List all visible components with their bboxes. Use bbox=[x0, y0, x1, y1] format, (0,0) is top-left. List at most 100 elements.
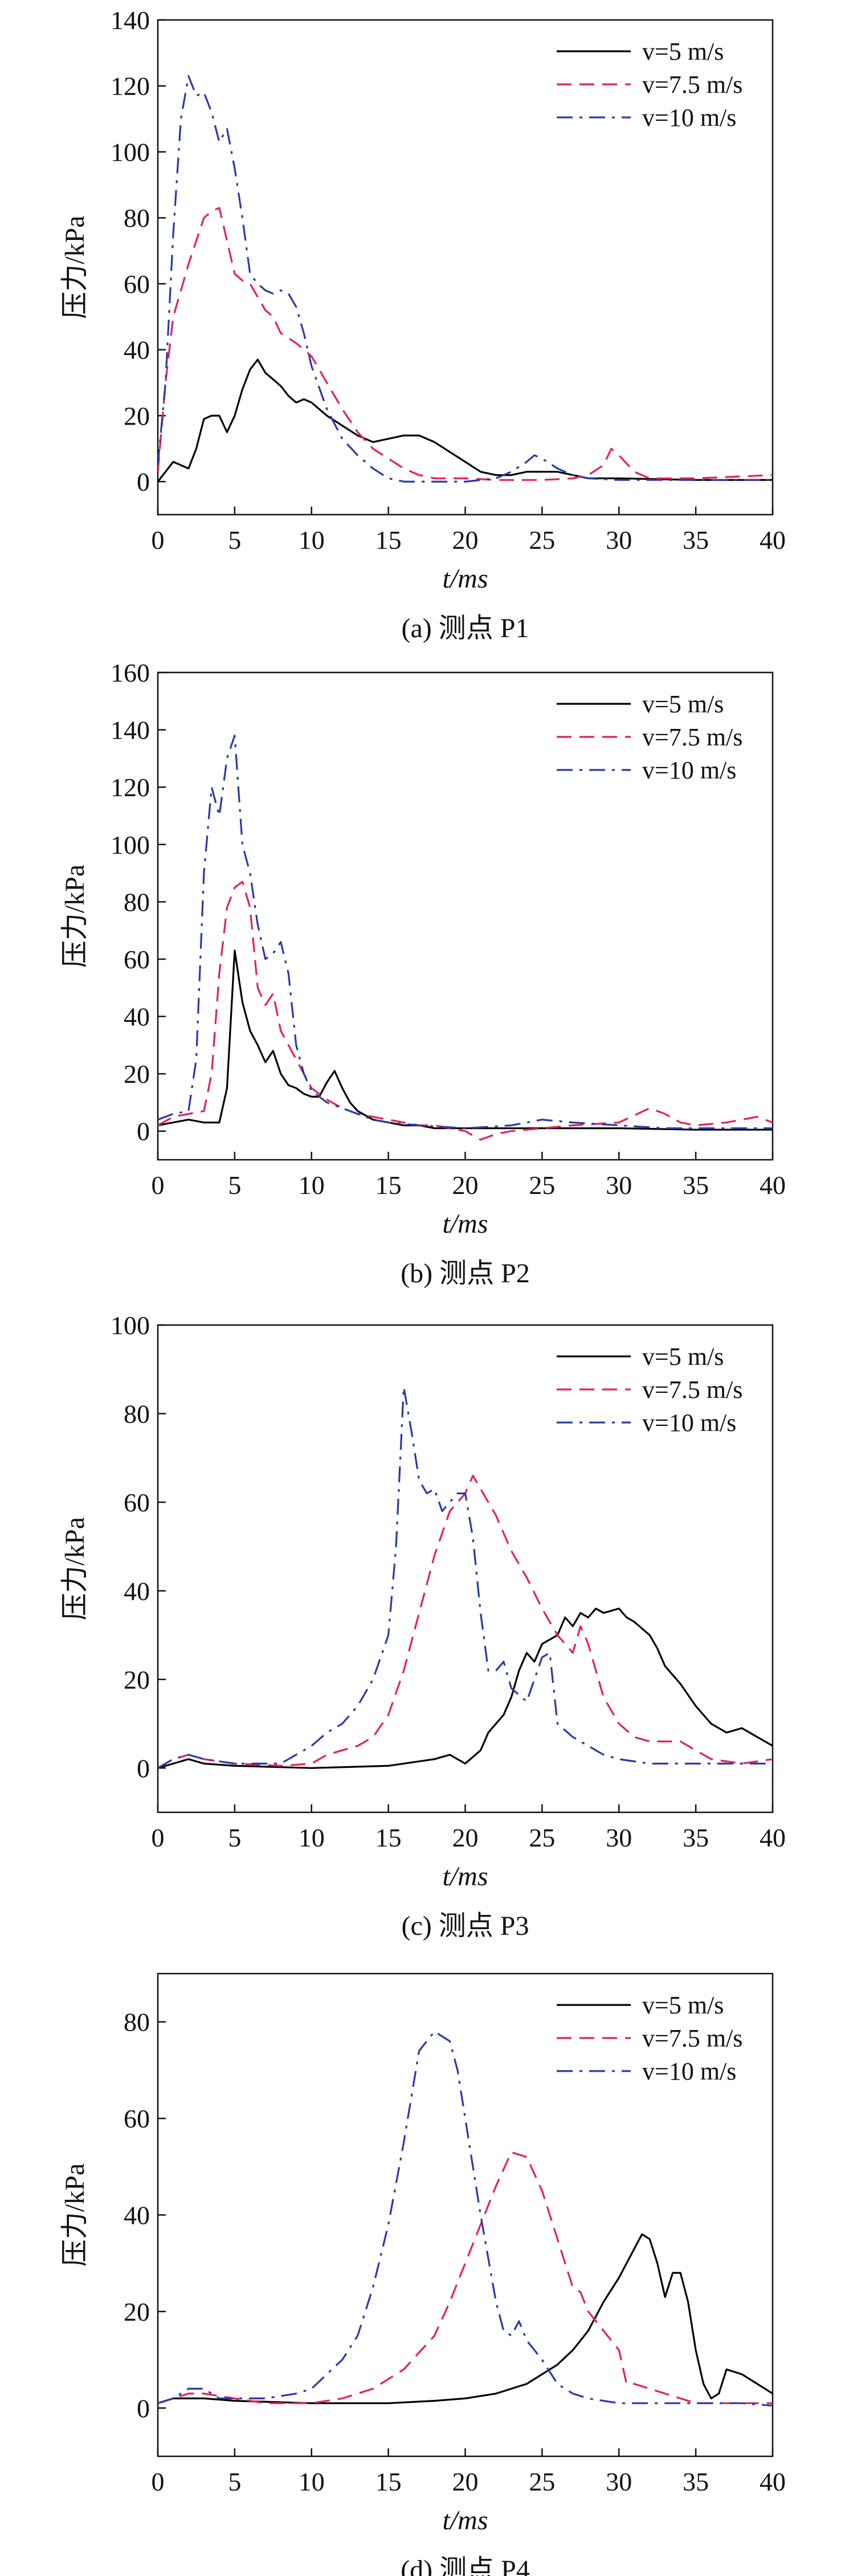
x-tick-label: 15 bbox=[375, 1823, 402, 1852]
chart-panel-4: 0 5 10 15 20 25 30 35 40 0 20 40 60 80 t/ms 压力/kPa (d) 测… bbox=[60, 1972, 786, 2576]
y-tick-label: 80 bbox=[124, 1399, 150, 1428]
y-tick-label: 0 bbox=[137, 2394, 150, 2423]
y-tick-label: 60 bbox=[124, 945, 150, 974]
x-tick-label: 10 bbox=[299, 525, 325, 555]
y-tick-label: 20 bbox=[124, 2297, 150, 2326]
x-tick-label: 5 bbox=[228, 525, 241, 555]
x-tick-label: 20 bbox=[452, 1823, 479, 1852]
x-tick-label: 25 bbox=[529, 2467, 555, 2496]
y-tick-label: 40 bbox=[124, 2201, 150, 2230]
x-tick-label: 40 bbox=[760, 1823, 786, 1852]
y-axis-title: 压力/kPa bbox=[60, 215, 90, 319]
legend-label: v=10 m/s bbox=[642, 104, 736, 132]
x-tick-label: 5 bbox=[228, 1171, 241, 1200]
y-axis-title: 压力/kPa bbox=[60, 2163, 90, 2267]
chart-panel-1: 0 5 10 15 20 25 30 35 40 0 20 40 60 80 100 120 140 t/ms 压力… bbox=[60, 6, 786, 643]
y-tick-label: 60 bbox=[124, 2104, 150, 2133]
x-tick-label: 30 bbox=[606, 2467, 632, 2496]
series-line-3 bbox=[158, 2031, 773, 2407]
x-tick-label: 0 bbox=[152, 2467, 165, 2496]
x-axis-title: t/ms bbox=[442, 1209, 488, 1239]
series-line-3 bbox=[158, 75, 773, 483]
legend-label: v=5 m/s bbox=[642, 690, 724, 718]
legend-label: v=5 m/s bbox=[642, 1343, 724, 1371]
series-line-2 bbox=[158, 2151, 773, 2404]
y-tick-label: 40 bbox=[124, 336, 150, 365]
x-tick-label: 40 bbox=[760, 525, 786, 555]
y-tick-label: 80 bbox=[124, 2008, 150, 2037]
x-tick-label: 35 bbox=[683, 1823, 709, 1852]
x-tick-label: 20 bbox=[452, 1171, 479, 1200]
legend-label: v=10 m/s bbox=[642, 756, 736, 784]
x-tick-label: 40 bbox=[760, 1171, 786, 1200]
y-tick-label: 40 bbox=[124, 1576, 150, 1605]
chart-panel-2: 0 5 10 15 20 25 30 35 40 0 20 40 60 80 100 120 140 160 t/m… bbox=[60, 658, 786, 1289]
x-tick-label: 25 bbox=[529, 1823, 555, 1852]
x-tick-label: 15 bbox=[375, 525, 402, 555]
y-tick-label: 100 bbox=[111, 1311, 150, 1340]
series-line-1 bbox=[158, 949, 773, 1131]
x-tick-label: 15 bbox=[375, 1171, 402, 1200]
series-line-1 bbox=[158, 1607, 773, 1769]
x-tick-label: 35 bbox=[683, 1171, 709, 1200]
y-tick-label: 80 bbox=[124, 203, 150, 233]
x-tick-label: 0 bbox=[152, 525, 165, 555]
legend-label: v=10 m/s bbox=[642, 1409, 736, 1437]
chart-panel-3: 0 5 10 15 20 25 30 35 40 0 20 40 60 80 100 t/ms 压力/kPa (c… bbox=[60, 1311, 786, 1941]
y-tick-label: 80 bbox=[124, 887, 150, 916]
legend-label: v=7.5 m/s bbox=[642, 2024, 742, 2052]
x-tick-label: 30 bbox=[606, 525, 632, 555]
y-tick-label: 40 bbox=[124, 1002, 150, 1032]
x-tick-label: 10 bbox=[299, 2467, 325, 2496]
x-tick-label: 40 bbox=[760, 2467, 786, 2496]
y-tick-label: 60 bbox=[124, 1488, 150, 1517]
y-tick-label: 20 bbox=[124, 401, 150, 430]
y-tick-label: 140 bbox=[111, 6, 150, 35]
x-tick-label: 20 bbox=[452, 2467, 479, 2496]
x-tick-label: 25 bbox=[529, 525, 555, 555]
x-tick-label: 30 bbox=[606, 1823, 632, 1852]
panel-caption: (a) 测点 P1 bbox=[402, 613, 529, 643]
x-tick-label: 35 bbox=[683, 2467, 709, 2496]
y-tick-label: 140 bbox=[111, 716, 150, 745]
legend-label: v=5 m/s bbox=[642, 38, 724, 66]
panel-caption: (d) 测点 P4 bbox=[401, 2555, 530, 2576]
y-tick-label: 120 bbox=[111, 72, 150, 101]
x-axis-title: t/ms bbox=[442, 1861, 488, 1892]
legend-label: v=7.5 m/s bbox=[642, 71, 742, 99]
series-line-1 bbox=[158, 2233, 773, 2404]
x-tick-label: 10 bbox=[299, 1823, 325, 1852]
legend-label: v=7.5 m/s bbox=[642, 1376, 742, 1404]
x-tick-label: 35 bbox=[683, 525, 709, 555]
y-tick-label: 0 bbox=[137, 1754, 150, 1783]
x-tick-label: 5 bbox=[228, 1823, 241, 1852]
series-line-2 bbox=[158, 207, 773, 481]
panel-caption: (b) 测点 P2 bbox=[401, 1258, 530, 1289]
y-tick-label: 20 bbox=[124, 1059, 150, 1089]
y-tick-label: 0 bbox=[137, 467, 150, 496]
x-tick-label: 25 bbox=[529, 1171, 555, 1200]
y-axis-title: 压力/kPa bbox=[60, 865, 90, 968]
x-tick-label: 10 bbox=[299, 1171, 325, 1200]
x-tick-label: 0 bbox=[152, 1171, 165, 1200]
y-tick-label: 160 bbox=[111, 658, 150, 687]
series-line-1 bbox=[158, 358, 773, 483]
x-tick-label: 5 bbox=[228, 2467, 241, 2496]
y-tick-label: 20 bbox=[124, 1665, 150, 1694]
y-tick-label: 100 bbox=[111, 830, 150, 859]
x-tick-label: 15 bbox=[375, 2467, 402, 2496]
x-tick-label: 20 bbox=[452, 525, 479, 555]
y-axis-title: 压力/kPa bbox=[60, 1517, 90, 1620]
series-line-3 bbox=[158, 1386, 773, 1769]
legend-label: v=7.5 m/s bbox=[642, 723, 742, 751]
y-tick-label: 60 bbox=[124, 270, 150, 299]
x-axis-title: t/ms bbox=[442, 2505, 488, 2536]
series-line-2 bbox=[158, 1474, 773, 1769]
panel-caption: (c) 测点 P3 bbox=[402, 1911, 529, 1941]
x-axis-title: t/ms bbox=[442, 564, 488, 594]
legend-label: v=10 m/s bbox=[642, 2057, 736, 2085]
x-tick-label: 30 bbox=[606, 1171, 632, 1200]
legend-label: v=5 m/s bbox=[642, 1991, 724, 2019]
series-line-3 bbox=[158, 735, 773, 1130]
